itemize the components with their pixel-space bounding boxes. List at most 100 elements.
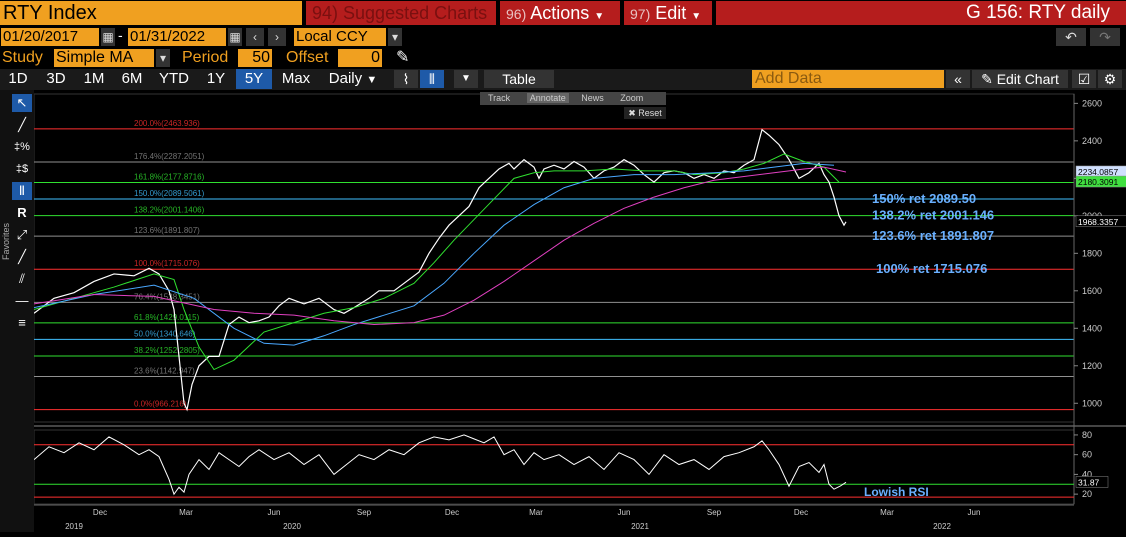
fib-level-label: 0.0%(966.216) [134, 400, 187, 409]
next-arrow-icon[interactable]: › [268, 28, 286, 46]
add-data-input[interactable]: Add Data [752, 70, 944, 88]
candle-chart-icon[interactable]: ⫴ [420, 70, 444, 88]
range-5y[interactable]: 5Y [236, 69, 272, 89]
chevron-down-icon: ▼ [366, 74, 378, 86]
rsi-annotation: Lowish RSI [864, 485, 929, 499]
range-ytd[interactable]: YTD [159, 70, 189, 87]
study-select[interactable]: Simple MA [54, 49, 154, 67]
range-1d[interactable]: 1D [8, 70, 28, 87]
rsi-y-tick-label: 60 [1082, 450, 1092, 460]
offset-label: Offset [286, 49, 329, 66]
x-tick-label: Mar [880, 508, 894, 517]
y-tick-label: 1400 [1082, 323, 1102, 333]
actions-menu[interactable]: 96) Actions ▼ [500, 1, 620, 25]
fib-level-label: 200.0%(2463.936) [134, 119, 200, 128]
chart-settings-icon[interactable]: ☑ [1072, 70, 1096, 88]
suggested-charts-button[interactable]: 94) Suggested Charts [306, 1, 496, 25]
range-1m[interactable]: 1M [83, 70, 105, 87]
undo-icon[interactable]: ↶ [1056, 28, 1086, 46]
end-date-field[interactable]: 01/31/2022 [128, 28, 226, 46]
prev-arrow-icon[interactable]: ‹ [246, 28, 264, 46]
year-label: 2021 [631, 522, 649, 531]
calendar-icon[interactable]: ▦ [228, 28, 242, 46]
chevron-down-icon[interactable]: ▾ [388, 28, 402, 46]
x-tick-label: Mar [179, 508, 193, 517]
edit-menu[interactable]: 97) Edit ▼ [624, 1, 712, 25]
series-ma50 [33, 153, 840, 371]
x-tick-label: Sep [357, 508, 372, 517]
series-ma200 [33, 166, 847, 326]
last-value-label: 2234.0857 [1078, 167, 1118, 177]
regression-icon[interactable]: R [17, 205, 27, 220]
gear-icon[interactable]: ⚙ [1098, 70, 1122, 88]
ray-icon[interactable]: ╱ [18, 249, 26, 264]
period-input[interactable]: 50 [238, 49, 272, 67]
year-label: 2020 [283, 522, 301, 531]
actions-number: 96) [506, 6, 527, 22]
fibonacci-icon[interactable]: Ⅱ [12, 182, 32, 200]
table-button[interactable]: Table [484, 70, 554, 88]
news-button[interactable]: News [581, 93, 604, 103]
range-3d[interactable]: 3D [46, 70, 66, 87]
range-1y[interactable]: 1Y [206, 70, 226, 87]
draw-line-icon[interactable]: ╱ [18, 117, 26, 132]
fib-level-label: 38.2%(1252.2805) [134, 346, 200, 355]
edit-chart-label: Edit Chart [996, 71, 1059, 87]
retracement-annotation: 123.6% ret 1891.807 [872, 228, 994, 243]
study-label: Study [2, 49, 43, 66]
pencil-icon: ✎ [981, 71, 993, 87]
frequency-label: Daily [328, 70, 363, 87]
retracement-annotation: 150% ret 2089.50 [872, 191, 976, 206]
pencil-icon[interactable]: ✎ [396, 49, 410, 66]
period-label: Period [182, 49, 229, 66]
rsi-y-tick-label: 80 [1082, 430, 1092, 440]
frequency-select[interactable]: Daily ▼ [322, 69, 384, 89]
range-max[interactable]: Max [281, 70, 311, 87]
chevron-down-icon: ▼ [594, 11, 605, 22]
date-bar: 01/20/2017 ▦ - 01/31/2022 ▦ ‹ › Local CC… [0, 27, 1126, 48]
redo-icon[interactable]: ↷ [1090, 28, 1120, 46]
range-bar: 1D 3D 1M 6M YTD 1Y 5Y Max Daily ▼ ⌇ ⫴ ▼ … [0, 69, 1126, 90]
x-tick-label: Mar [529, 508, 543, 517]
start-date-field[interactable]: 01/20/2017 [1, 28, 99, 46]
chart-area[interactable]: 200.0%(2463.936) 176.4%(2287.2051) 161.8%(… [33, 90, 1126, 532]
annotate-button[interactable]: Annotate [526, 93, 569, 103]
cursor-icon[interactable]: ↖ [12, 94, 32, 112]
fib-level-label: 150.0%(2089.5061) [134, 189, 205, 198]
edit-number: 97) [630, 6, 651, 22]
range-6m[interactable]: 6M [121, 70, 143, 87]
title-bar: RTY Index 94) Suggested Charts 96) Actio… [0, 0, 1126, 27]
x-tick-label: Dec [445, 508, 459, 517]
ticker-field[interactable]: RTY Index [0, 1, 302, 25]
chevron-down-icon[interactable]: ▾ [156, 49, 170, 67]
parallel-lines-icon[interactable]: ≡ [18, 315, 26, 330]
currency-select[interactable]: Local CCY [294, 28, 386, 46]
dollar-icon[interactable]: ‡$ [15, 163, 29, 175]
reset-button[interactable]: ✖ Reset [624, 107, 666, 119]
last-value-label: 2180.3091 [1078, 177, 1118, 187]
favorites-label: Favorites [1, 222, 11, 260]
fib-level-label: 76.4%(1538.3451) [134, 292, 200, 301]
close-icon: ✖ [628, 108, 636, 118]
edit-chart-button[interactable]: ✎ Edit Chart [972, 70, 1068, 88]
channel-icon[interactable]: ⫽ [19, 271, 25, 286]
calendar-icon[interactable]: ▦ [101, 28, 115, 46]
x-tick-label: Jun [618, 508, 631, 517]
chevron-down-icon: ▼ [691, 11, 702, 22]
x-tick-label: Sep [707, 508, 722, 517]
fib-level-label: 161.8%(2177.8716) [134, 172, 205, 181]
track-button[interactable]: Track [488, 93, 511, 103]
line-chart-icon[interactable]: ⌇ [394, 70, 418, 88]
y-tick-label: 1000 [1082, 398, 1102, 408]
percent-icon[interactable]: ‡% [14, 141, 30, 153]
fib-level-label: 50.0%(1340.646) [134, 329, 196, 338]
trendline-icon[interactable]: ⤢ [16, 227, 28, 242]
zoom-button[interactable]: Zoom [620, 93, 644, 103]
suggested-label: Suggested Charts [343, 3, 488, 23]
horizontal-line-icon[interactable]: — [15, 293, 29, 308]
price-chart-svg: 200.0%(2463.936) 176.4%(2287.2051) 161.8%(… [33, 93, 1126, 531]
chevron-down-icon[interactable]: ▼ [454, 70, 478, 88]
collapse-icon[interactable]: « [946, 70, 970, 88]
offset-input[interactable]: 0 [338, 49, 382, 67]
y-tick-label: 2400 [1082, 136, 1102, 146]
